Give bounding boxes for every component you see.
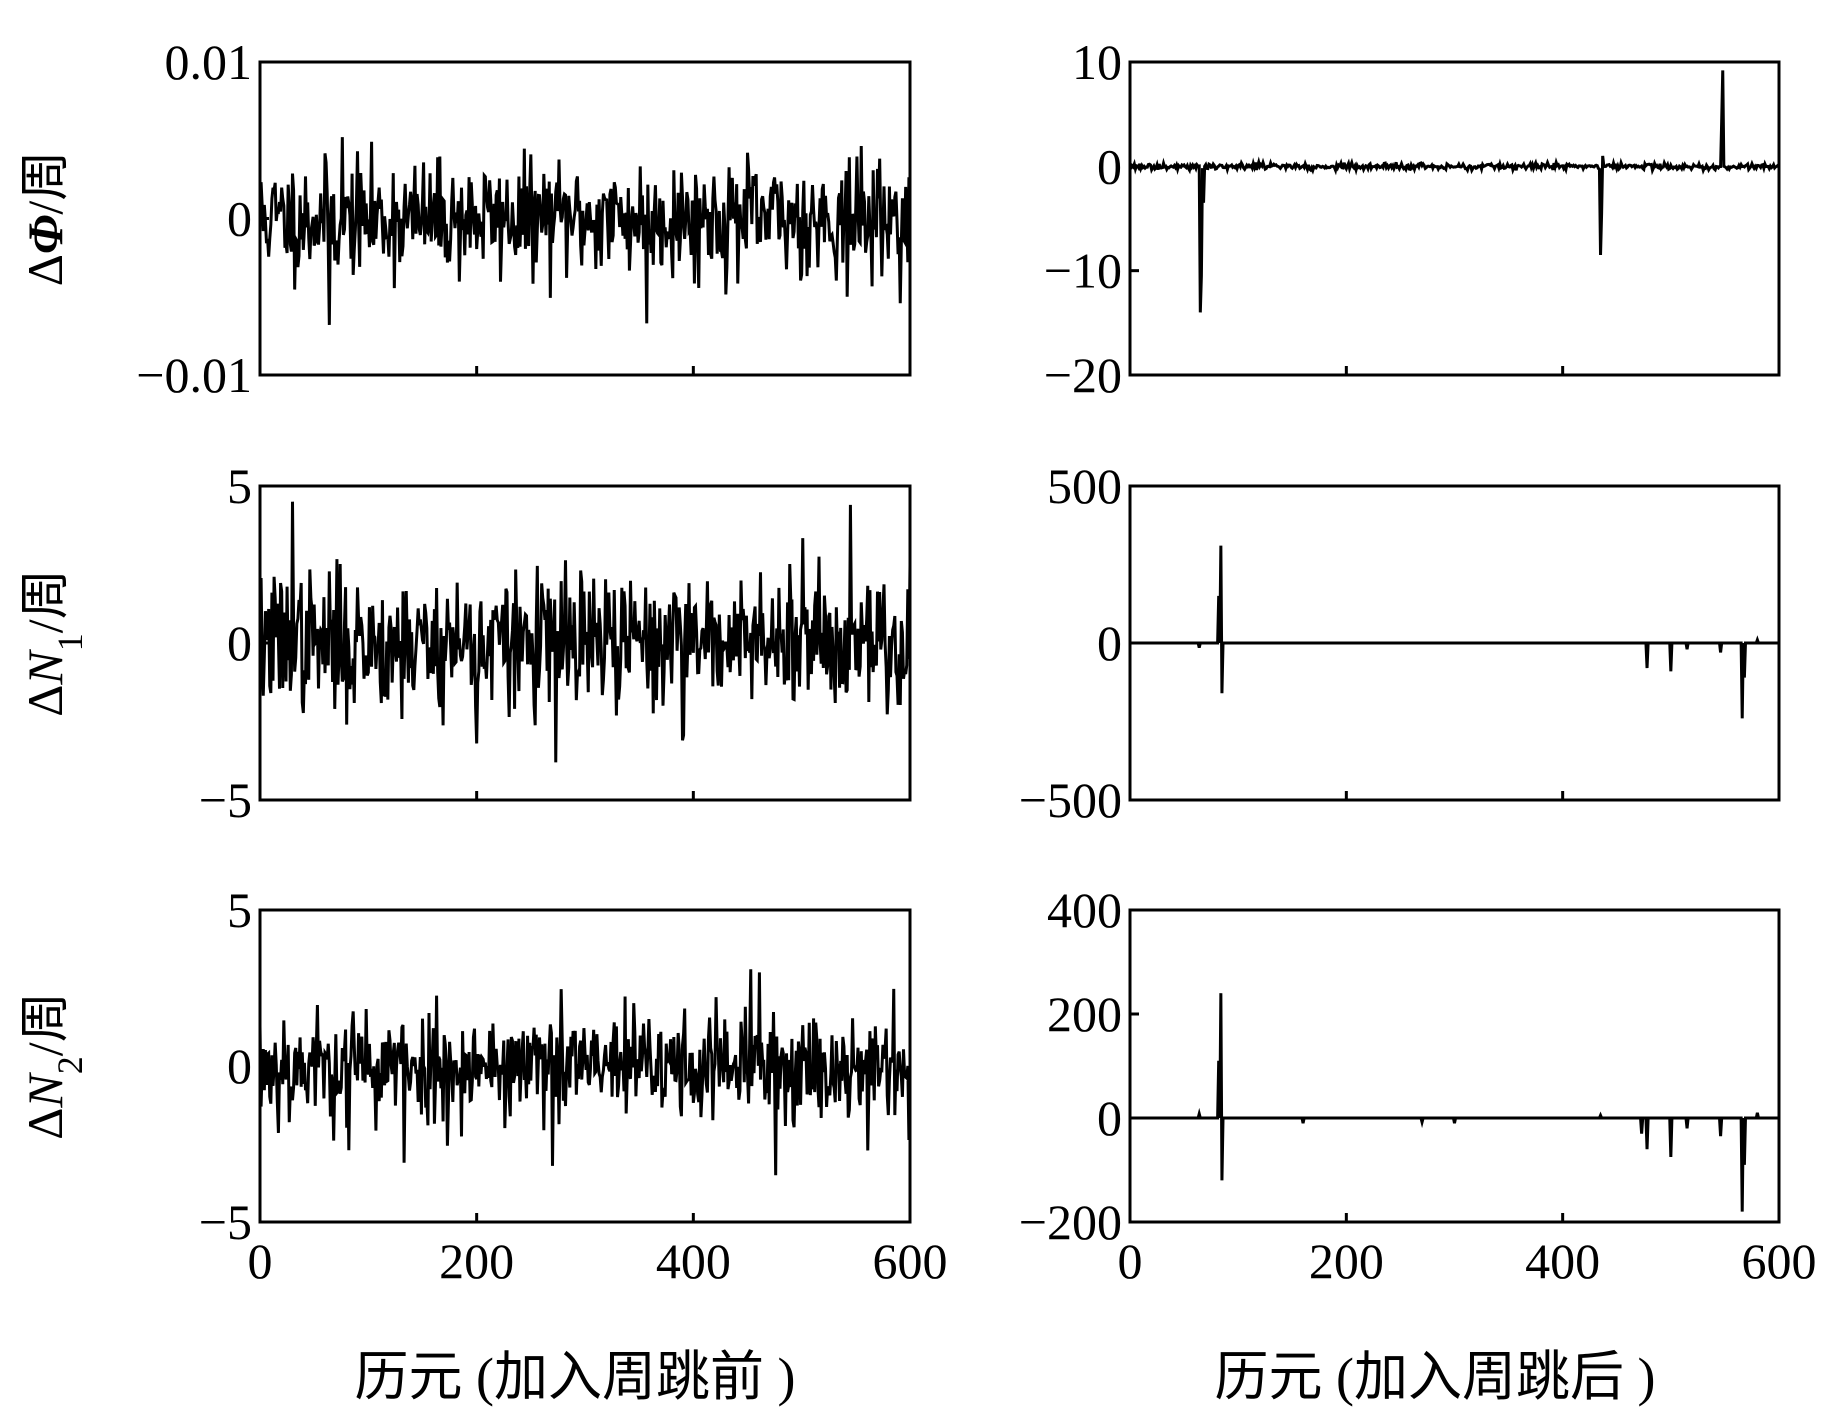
y-tick-label: 0 <box>227 191 252 247</box>
y-tick-label: −5 <box>199 1194 252 1250</box>
plot-frame <box>1128 908 1781 1224</box>
x-tick-label: 200 <box>439 1233 514 1289</box>
x-tick-label: 400 <box>656 1233 731 1289</box>
series-line <box>1130 993 1779 1212</box>
chart-right-top: −20 −10 0 10 <box>1044 34 1781 403</box>
y-axis-label-variable: N <box>17 1072 73 1109</box>
y-axis-label-delta: Δ <box>17 254 73 286</box>
x-tick-label: 0 <box>1118 1233 1143 1289</box>
y-axis-label-delta: Δ <box>17 1108 73 1140</box>
y-tick-label: 0 <box>227 615 252 671</box>
series-line <box>258 501 912 763</box>
y-axis-label-delta: Δ <box>17 685 73 717</box>
y-axis-label-unit: /周 <box>17 569 73 633</box>
plot-frame <box>1128 60 1781 377</box>
y-tick-label: −20 <box>1044 347 1122 403</box>
y-tick-label: −500 <box>1019 772 1122 828</box>
x-tick-label: 600 <box>873 1233 948 1289</box>
x-tick-label: 400 <box>1525 1233 1600 1289</box>
left-x-axis-label: 历元 (加入周跳前 ) <box>355 1347 796 1407</box>
y-tick-label: −10 <box>1044 243 1122 299</box>
y-tick-label: 400 <box>1047 882 1122 938</box>
y-tick-label: 0 <box>1097 1090 1122 1146</box>
y-tick-label: 0 <box>1097 138 1122 194</box>
series-line <box>1129 70 1781 313</box>
y-axis-label-subscript: 1 <box>50 633 90 651</box>
y-axis-label: ΔΦ/周 <box>17 151 73 287</box>
y-tick-label: 0 <box>227 1038 252 1094</box>
y-axis-label-variable: N <box>17 649 73 686</box>
y-axis-label: ΔN1/周 <box>17 569 90 716</box>
y-tick-label: 0.01 <box>165 34 253 90</box>
series-line <box>258 969 912 1176</box>
y-tick-label: 500 <box>1047 458 1122 514</box>
y-axis-label-variable: Φ <box>17 215 73 254</box>
y-tick-label: −200 <box>1019 1194 1122 1250</box>
y-tick-label: 5 <box>227 458 252 514</box>
x-tick-label: 600 <box>1742 1233 1817 1289</box>
series-line <box>258 137 912 325</box>
right-x-axis-label: 历元 (加入周跳后 ) <box>1215 1347 1656 1407</box>
y-tick-label: −0.01 <box>136 347 252 403</box>
y-tick-label: 200 <box>1047 986 1122 1042</box>
y-axis-label: ΔN2/周 <box>17 992 90 1139</box>
y-tick-label: 5 <box>227 882 252 938</box>
y-axis-label-subscript: 2 <box>50 1056 90 1074</box>
x-tick-label: 200 <box>1309 1233 1384 1289</box>
series-line <box>1130 545 1779 719</box>
y-axis-label-unit: /周 <box>17 151 73 215</box>
y-tick-label: −5 <box>199 772 252 828</box>
x-tick-label: 0 <box>248 1233 273 1289</box>
y-axis-label-unit: /周 <box>17 992 73 1056</box>
panels: −0.0100.01ΔΦ/周−20−10010−505ΔN1/周−5000500… <box>17 34 1817 1289</box>
y-tick-label: 10 <box>1072 34 1122 90</box>
chart-right-mid: −500 0 500 <box>1019 458 1781 828</box>
chart-left-mid: −5 0 5 ΔN1/周 <box>17 458 912 828</box>
y-tick-label: 0 <box>1097 615 1122 671</box>
chart-left-top: −0.01 0 0.01 ΔΦ/周 <box>17 34 912 403</box>
